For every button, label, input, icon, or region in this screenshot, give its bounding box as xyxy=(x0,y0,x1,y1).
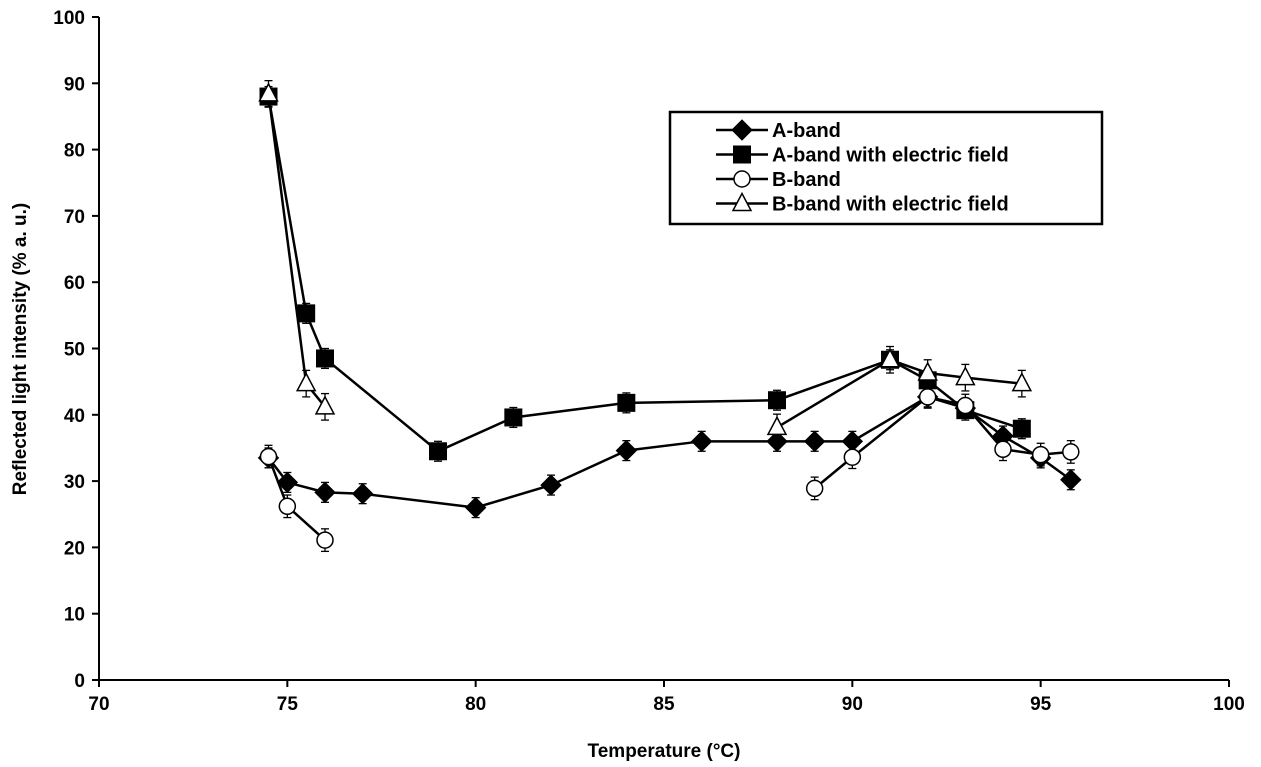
legend-marker xyxy=(731,191,753,212)
data-point xyxy=(766,430,788,453)
series-0 xyxy=(257,386,1082,519)
x-tick-label: 70 xyxy=(88,694,109,715)
legend-marker xyxy=(731,119,753,141)
data-point xyxy=(1062,443,1080,461)
data-point xyxy=(351,482,374,505)
data-point xyxy=(314,395,336,415)
y-tick-label: 30 xyxy=(64,472,85,493)
data-point xyxy=(1060,469,1082,491)
x-tick-label: 90 xyxy=(842,694,863,715)
series-line xyxy=(267,395,1072,509)
data-point xyxy=(540,474,562,496)
legend-item-1: A-band with electric field xyxy=(716,145,1009,167)
x-tick-label: 95 xyxy=(1030,694,1052,715)
data-point xyxy=(617,393,636,412)
data-point xyxy=(768,391,786,410)
series-1 xyxy=(259,85,1031,462)
data-point xyxy=(276,471,299,494)
y-axis-title: Reflected light intensity (% a. u.) xyxy=(10,203,31,495)
legend-marker xyxy=(733,170,751,188)
data-point xyxy=(615,439,638,462)
data-point xyxy=(429,442,447,461)
y-tick-label: 40 xyxy=(64,406,85,427)
data-point xyxy=(464,496,487,519)
data-point xyxy=(504,408,523,427)
y-tick-label: 100 xyxy=(53,8,85,29)
legend-label: A-band with electric field xyxy=(772,145,1009,167)
data-point xyxy=(994,440,1012,459)
data-point xyxy=(1031,445,1050,464)
data-point xyxy=(316,349,334,368)
data-point xyxy=(259,447,278,466)
y-tick-label: 20 xyxy=(64,538,85,559)
x-tick-label: 75 xyxy=(277,694,299,715)
legend-item-3: B-band with electric field xyxy=(716,191,1009,216)
legend-label: A-band xyxy=(772,120,841,142)
data-point xyxy=(1012,419,1031,438)
x-axis-title: Temperature (°C) xyxy=(588,741,741,762)
data-point xyxy=(803,430,826,453)
x-tick-label: 85 xyxy=(653,694,675,715)
data-point xyxy=(1011,372,1033,392)
y-tick-label: 70 xyxy=(64,207,85,228)
data-point xyxy=(917,361,938,381)
data-point xyxy=(805,479,824,498)
data-point xyxy=(258,82,279,102)
y-tick-label: 90 xyxy=(64,74,85,95)
legend-item-0: A-band xyxy=(716,119,841,142)
legend-label: B-band xyxy=(772,169,841,191)
y-tick-label: 50 xyxy=(64,340,85,361)
data-point xyxy=(843,448,862,466)
data-point xyxy=(314,481,336,504)
data-point xyxy=(918,388,937,406)
data-point xyxy=(879,348,901,368)
y-tick-label: 10 xyxy=(64,605,85,626)
data-point xyxy=(316,531,334,549)
series-3 xyxy=(258,79,1033,442)
x-tick-label: 100 xyxy=(1213,694,1245,715)
legend-label: B-band with electric field xyxy=(772,194,1009,216)
legend-item-2: B-band xyxy=(716,169,841,191)
y-tick-label: 80 xyxy=(64,141,85,162)
x-tick-label: 80 xyxy=(465,694,486,715)
legend-marker xyxy=(733,145,751,164)
y-tick-label: 60 xyxy=(64,273,85,294)
data-point xyxy=(690,430,713,453)
series-2 xyxy=(259,384,1080,553)
data-point xyxy=(297,304,316,323)
data-point xyxy=(278,497,297,516)
data-point xyxy=(956,396,975,415)
data-point xyxy=(295,372,317,392)
series-layer xyxy=(257,79,1082,553)
data-point xyxy=(955,366,976,386)
y-tick-label: 0 xyxy=(74,671,85,692)
axes: 0 10 20 30 40 50 60 70 80 90 100 70 75 80 85 90 95 100 xyxy=(53,8,1245,715)
data-point xyxy=(766,415,788,436)
